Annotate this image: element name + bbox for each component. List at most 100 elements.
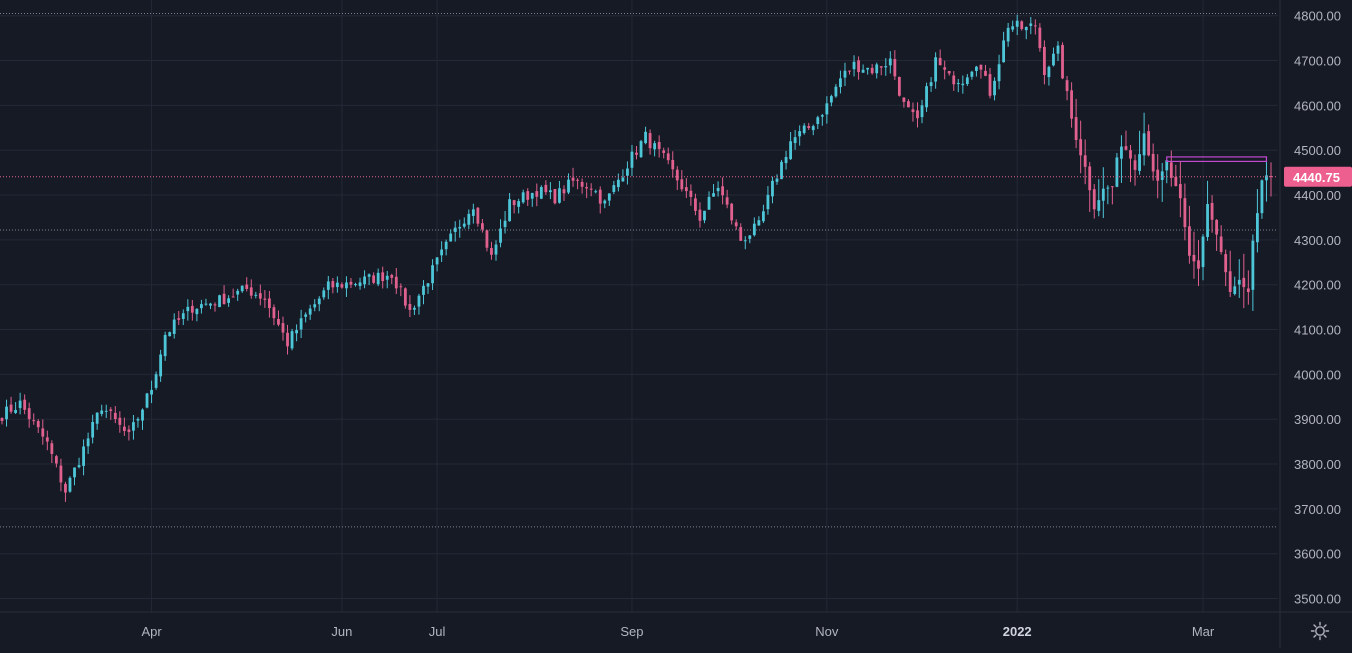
- candle[interactable]: [698, 209, 702, 221]
- candle[interactable]: [1210, 202, 1214, 220]
- candle[interactable]: [975, 66, 978, 71]
- candle[interactable]: [36, 420, 40, 428]
- candle[interactable]: [453, 227, 457, 233]
- candle[interactable]: [965, 77, 969, 84]
- candle[interactable]: [630, 151, 634, 168]
- candle[interactable]: [222, 293, 226, 305]
- candle[interactable]: [680, 179, 684, 190]
- candle[interactable]: [829, 96, 833, 103]
- candle[interactable]: [367, 274, 371, 277]
- candle[interactable]: [1188, 226, 1191, 256]
- candle[interactable]: [784, 157, 788, 164]
- candle[interactable]: [1079, 139, 1083, 156]
- candle[interactable]: [1156, 169, 1160, 181]
- candle[interactable]: [1233, 286, 1237, 294]
- candle[interactable]: [440, 249, 444, 256]
- candle[interactable]: [109, 409, 113, 411]
- price-axis[interactable]: 3500.00 3600.00 3700.00 3800.00 3900.00 4000.…: [1294, 9, 1341, 607]
- candle[interactable]: [734, 222, 738, 227]
- candle[interactable]: [326, 281, 330, 290]
- candle[interactable]: [363, 276, 366, 285]
- candle[interactable]: [95, 412, 99, 424]
- candle[interactable]: [132, 422, 135, 431]
- candle[interactable]: [23, 399, 27, 410]
- candle[interactable]: [626, 168, 629, 176]
- candle[interactable]: [1088, 166, 1092, 191]
- candle[interactable]: [1056, 45, 1060, 54]
- candle[interactable]: [231, 296, 235, 298]
- candle[interactable]: [1020, 21, 1024, 29]
- candle[interactable]: [911, 109, 915, 113]
- candle[interactable]: [462, 223, 466, 227]
- candle[interactable]: [771, 180, 774, 197]
- candle[interactable]: [707, 196, 711, 210]
- candle[interactable]: [1178, 184, 1182, 199]
- candle[interactable]: [811, 126, 815, 131]
- candle[interactable]: [186, 306, 190, 312]
- candle[interactable]: [503, 220, 507, 228]
- candle[interactable]: [766, 194, 770, 210]
- candle[interactable]: [879, 66, 883, 68]
- candle[interactable]: [916, 110, 919, 119]
- candle[interactable]: [458, 226, 462, 229]
- candle[interactable]: [1197, 260, 1200, 269]
- candle[interactable]: [648, 133, 652, 149]
- candle[interactable]: [64, 483, 67, 493]
- candle[interactable]: [68, 477, 72, 492]
- candle[interactable]: [798, 131, 802, 137]
- candle[interactable]: [413, 307, 416, 310]
- candle[interactable]: [1206, 204, 1209, 237]
- candle[interactable]: [952, 75, 956, 85]
- candle[interactable]: [286, 332, 289, 347]
- candle[interactable]: [616, 179, 620, 188]
- candle[interactable]: [567, 179, 570, 193]
- candle[interactable]: [716, 187, 720, 192]
- candle[interactable]: [675, 169, 679, 181]
- candle[interactable]: [349, 281, 353, 285]
- candle[interactable]: [1242, 277, 1246, 288]
- candle[interactable]: [32, 420, 36, 422]
- candle[interactable]: [490, 248, 493, 255]
- candle[interactable]: [91, 421, 95, 438]
- candle[interactable]: [539, 187, 543, 199]
- candle[interactable]: [558, 188, 561, 203]
- candle[interactable]: [544, 184, 548, 193]
- candle[interactable]: [277, 318, 280, 325]
- candle[interactable]: [888, 58, 892, 66]
- candle[interactable]: [725, 197, 729, 205]
- candle[interactable]: [390, 274, 394, 278]
- candle[interactable]: [1219, 236, 1223, 253]
- candle[interactable]: [1061, 44, 1064, 79]
- candle[interactable]: [41, 428, 45, 437]
- candle[interactable]: [1047, 66, 1051, 78]
- candle[interactable]: [1201, 236, 1205, 268]
- candle[interactable]: [317, 298, 321, 305]
- candle[interactable]: [1151, 153, 1155, 172]
- candle[interactable]: [703, 210, 706, 221]
- candle[interactable]: [476, 207, 480, 224]
- candle[interactable]: [938, 57, 942, 66]
- candle[interactable]: [381, 272, 385, 282]
- candle[interactable]: [947, 71, 951, 74]
- candle[interactable]: [961, 83, 965, 86]
- candle[interactable]: [218, 295, 221, 308]
- time-axis[interactable]: Apr Jun Jul Sep Nov 2022 Mar: [141, 624, 1214, 639]
- candle[interactable]: [1097, 200, 1101, 211]
- candle[interactable]: [1255, 213, 1259, 243]
- candle[interactable]: [499, 228, 502, 243]
- candle[interactable]: [1101, 188, 1105, 201]
- candle[interactable]: [435, 257, 439, 265]
- candle[interactable]: [1052, 53, 1055, 66]
- highlight-range-box[interactable]: [1166, 156, 1268, 163]
- candle[interactable]: [209, 303, 212, 306]
- candle[interactable]: [730, 203, 734, 221]
- candle[interactable]: [1092, 189, 1096, 210]
- candle[interactable]: [653, 143, 657, 150]
- candle[interactable]: [86, 438, 90, 447]
- candle[interactable]: [1174, 176, 1178, 187]
- candle[interactable]: [181, 313, 185, 319]
- candle[interactable]: [322, 290, 326, 298]
- candle[interactable]: [190, 305, 194, 313]
- candle[interactable]: [594, 191, 598, 193]
